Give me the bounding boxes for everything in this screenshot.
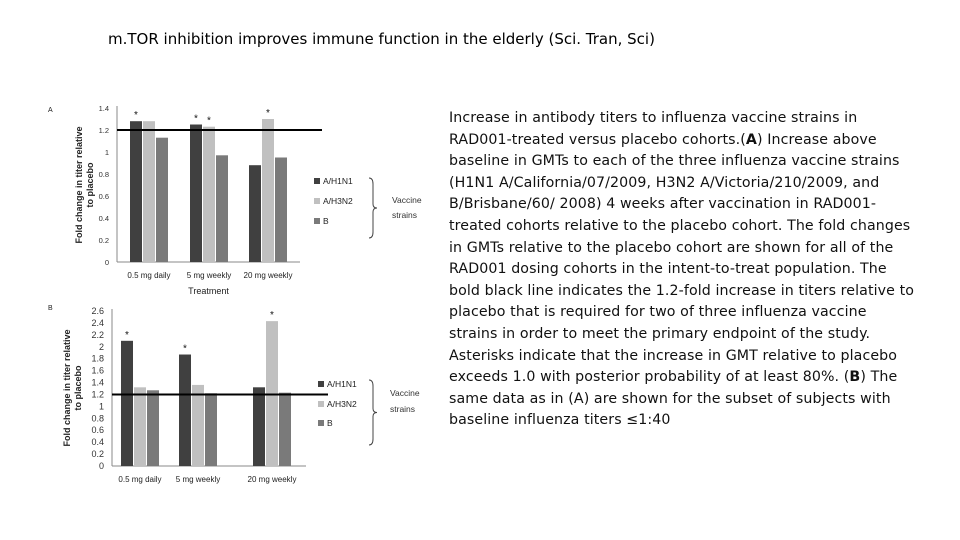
legend-swatch bbox=[314, 218, 320, 224]
slide-title: m.TOR inhibition improves immune functio… bbox=[108, 30, 655, 48]
legend-swatch bbox=[318, 420, 324, 426]
legend-brace bbox=[368, 177, 378, 239]
bar-b-1 bbox=[156, 137, 168, 262]
y-tick-label: 1.4 bbox=[99, 104, 109, 113]
chart-panel-b: B 0 0.2 0.4 0.6 0.8 1 1.21.4 1.6 1.8 2 2.2 2.4 2.6 * * *… bbox=[48, 305, 420, 484]
x-tick-label: 20 mg weekly bbox=[244, 271, 293, 280]
x-tick-label: 5 mg weekly bbox=[176, 475, 220, 484]
bar-a-h1n1-3 bbox=[249, 165, 261, 262]
y-tick-label: 1.8 bbox=[91, 354, 104, 364]
legend-label: B bbox=[323, 216, 329, 226]
chart-panel-a: A 0 0.2 0.4 0.6 0.8 1 1.2 1.4 * * * * 0.5 mg daily 5 m… bbox=[48, 104, 422, 296]
x-tick-label: 0.5 mg daily bbox=[127, 271, 170, 280]
y-tick-label: 0 bbox=[105, 258, 109, 267]
bar-b-3 bbox=[279, 392, 291, 466]
x-axis-label: Treatment bbox=[188, 286, 229, 296]
legend-label: A/H3N2 bbox=[323, 196, 353, 206]
legend-group-label: strains bbox=[390, 404, 415, 414]
bar-a-h1n1-2 bbox=[190, 124, 202, 262]
y-axis-label-line: Fold change in titer relative bbox=[62, 329, 72, 446]
y-tick-label: 0 bbox=[99, 461, 104, 471]
y-axis-label-line: to placebo bbox=[85, 162, 95, 208]
legend-swatch bbox=[314, 178, 320, 184]
bar-b-2 bbox=[216, 155, 228, 262]
significance-asterisk: * bbox=[125, 330, 129, 341]
bar-a-h1n1-1 bbox=[121, 340, 133, 466]
y-axis-label-line: to placebo bbox=[73, 365, 83, 411]
significance-asterisk: * bbox=[194, 114, 198, 125]
bar-a-h3n2-2 bbox=[203, 126, 215, 262]
panel-letter: A bbox=[48, 107, 53, 114]
y-tick-label: 0.6 bbox=[99, 192, 109, 201]
y-tick-label: 0.8 bbox=[91, 413, 104, 423]
y-tick-label: 0.6 bbox=[91, 425, 104, 435]
bar-b-3 bbox=[275, 157, 287, 262]
legend-label: A/H1N1 bbox=[323, 176, 353, 186]
legend-group-label: strains bbox=[392, 210, 417, 220]
legend-label: B bbox=[327, 418, 333, 428]
legend-brace bbox=[368, 379, 378, 446]
y-tick-label: 1 bbox=[105, 148, 109, 157]
panel-letter: B bbox=[48, 305, 53, 312]
y-axis-label: Fold change in titer relativeto placebo bbox=[62, 329, 83, 446]
y-tick-label: 1.2 bbox=[99, 126, 109, 135]
bar-b-2 bbox=[205, 393, 217, 466]
significance-asterisk: * bbox=[207, 116, 211, 127]
legend-group-label: Vaccine bbox=[390, 388, 420, 398]
y-tick-label: 0.4 bbox=[99, 214, 109, 223]
significance-asterisk: * bbox=[270, 310, 274, 321]
bar-a-h1n1-1 bbox=[130, 121, 142, 262]
significance-asterisk: * bbox=[266, 108, 270, 119]
bar-a-h3n2-1 bbox=[143, 121, 155, 262]
figure-caption: Increase in antibody titers to influenza… bbox=[449, 108, 917, 432]
y-tick-label: 0.4 bbox=[91, 437, 104, 447]
y-tick-label: 0.2 bbox=[99, 236, 109, 245]
y-tick-label: 2 bbox=[99, 342, 104, 352]
y-axis-label-line: Fold change in titer relative bbox=[74, 126, 84, 243]
bar-a-h1n1-3 bbox=[253, 387, 265, 466]
caption-text-2: ) Increase above baseline in GMTs to eac… bbox=[449, 131, 915, 386]
y-tick-label: 1 bbox=[99, 401, 104, 411]
x-tick-label: 0.5 mg daily bbox=[118, 475, 161, 484]
legend-label: A/H1N1 bbox=[327, 379, 357, 389]
y-tick-label: 2.6 bbox=[91, 306, 104, 316]
y-tick-label: 1.4 bbox=[91, 378, 104, 388]
y-tick-label: 2.2 bbox=[91, 330, 104, 340]
y-tick-label: 0.2 bbox=[91, 449, 104, 459]
y-axis-label: Fold change in titer relativeto placebo bbox=[74, 126, 95, 243]
y-tick-label: 1.6 bbox=[91, 366, 104, 376]
y-tick-label: 0.8 bbox=[99, 170, 109, 179]
caption-text-3: ) The same data as in (A) are shown for … bbox=[449, 369, 898, 429]
legend-swatch bbox=[318, 401, 324, 407]
bar-a-h3n2-3 bbox=[262, 119, 274, 262]
y-tick-label: 2.4 bbox=[91, 318, 104, 328]
bar-a-h3n2-2 bbox=[192, 384, 204, 466]
legend-swatch bbox=[314, 198, 320, 204]
caption-panel-a-ref: A bbox=[745, 131, 758, 148]
figure-panels: A00.20.40.60.811.21.4* * **0.5 mg daily 5 m… bbox=[48, 104, 422, 484]
legend-group-label: Vaccine bbox=[392, 195, 422, 205]
x-tick-label: 5 mg weekly bbox=[187, 271, 231, 280]
legend-label: A/H3N2 bbox=[327, 399, 357, 409]
x-tick-label: 20 mg weekly bbox=[248, 475, 297, 484]
caption-text-1: Increase in antibody titers to influenza… bbox=[449, 110, 858, 148]
significance-asterisk: * bbox=[183, 344, 187, 355]
bar-a-h3n2-1 bbox=[134, 387, 146, 466]
y-tick-label: 1.2 bbox=[91, 389, 104, 399]
legend-swatch bbox=[318, 381, 324, 387]
caption-panel-b-ref: B bbox=[849, 369, 861, 386]
bar-a-h1n1-2 bbox=[179, 354, 191, 466]
bar-b-1 bbox=[147, 390, 159, 466]
significance-asterisk: * bbox=[134, 110, 138, 121]
